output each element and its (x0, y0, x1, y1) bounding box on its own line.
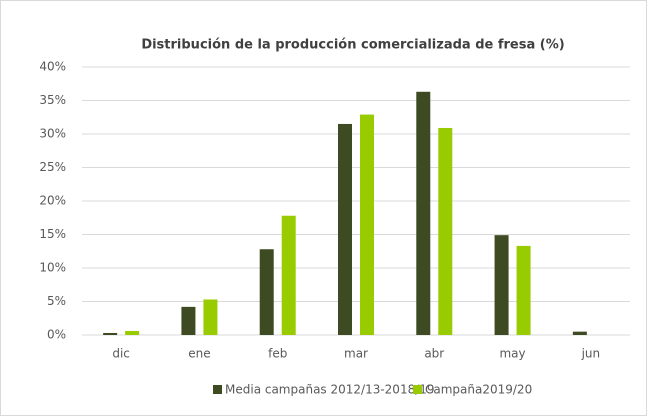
bar (572, 331, 587, 335)
y-tick-label: 35% (39, 93, 66, 107)
chart-title: Distribución de la producción comerciali… (141, 38, 564, 53)
x-tick-label: may (499, 347, 525, 361)
bar (103, 332, 118, 335)
y-tick-label: 40% (39, 60, 66, 74)
y-tick-label: 0% (47, 328, 66, 342)
x-tick-label: abr (424, 347, 444, 361)
bar (338, 123, 352, 335)
x-tick-label: mar (344, 347, 368, 361)
x-tick-label: feb (268, 347, 287, 361)
legend-label: Campaña2019/20 (425, 383, 532, 397)
y-tick-label: 30% (39, 127, 66, 141)
bar (360, 114, 374, 335)
y-tick-label: 15% (39, 227, 66, 241)
bar (181, 306, 196, 335)
y-tick-label: 25% (39, 160, 66, 174)
x-tick-label: ene (188, 347, 210, 361)
bar (438, 127, 453, 335)
legend-swatch (413, 385, 422, 394)
bar (494, 235, 509, 335)
y-tick-label: 10% (39, 261, 66, 275)
y-tick-label: 20% (39, 194, 66, 208)
bar (516, 245, 531, 335)
bar (203, 299, 218, 335)
bar (259, 249, 274, 335)
bar (125, 330, 140, 335)
legend-swatch (213, 385, 222, 394)
bar (416, 91, 431, 335)
bar (281, 215, 296, 335)
legend-label: Media campañas 2012/13-2018/19 (225, 383, 435, 397)
y-tick-label: 5% (47, 294, 66, 308)
x-tick-label: dic (112, 347, 130, 361)
x-tick-label: jun (581, 347, 601, 361)
